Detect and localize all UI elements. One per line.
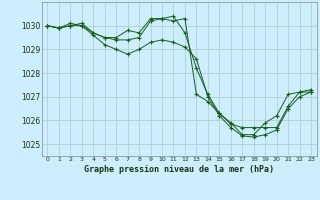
X-axis label: Graphe pression niveau de la mer (hPa): Graphe pression niveau de la mer (hPa) [84, 165, 274, 174]
